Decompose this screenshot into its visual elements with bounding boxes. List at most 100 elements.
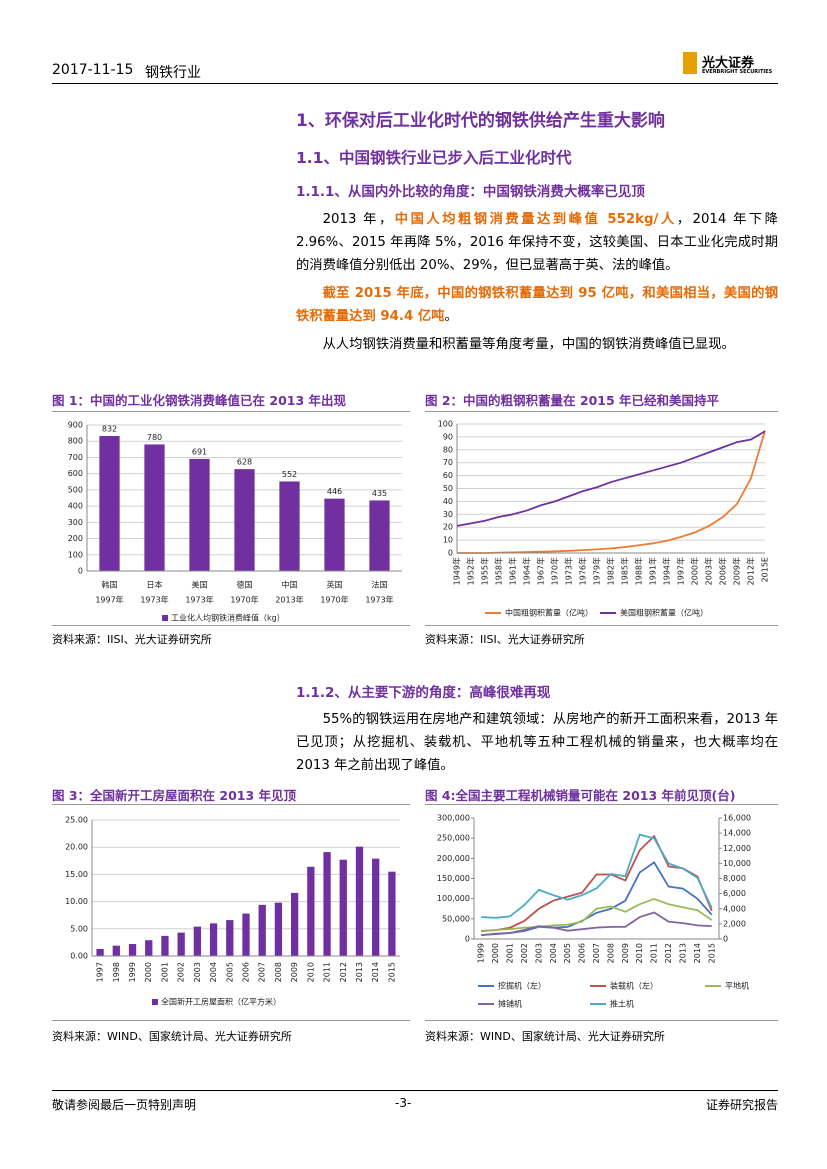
x-tick-label: 1999 xyxy=(128,962,137,982)
source: 资料来源：WIND、国家统计局、光大证券研究所 xyxy=(52,1030,292,1043)
x-tick-label: 2001 xyxy=(506,943,515,963)
y-tick-label: 70 xyxy=(443,458,453,467)
data-label: 780 xyxy=(147,433,162,442)
bar xyxy=(258,904,266,956)
legend-label: 工业化人均钢铁消费峰值（kg） xyxy=(171,613,285,623)
heading-1: 1、环保对后工业化时代的钢铁供给产生重大影响 xyxy=(296,111,665,131)
bar xyxy=(177,932,185,956)
x-tick-label: 韩国 xyxy=(102,580,118,590)
y-tick-label: 20 xyxy=(443,523,453,532)
paragraph: 从人均钢铁消费量和积蓄量等角度考量，中国的钢铁消费峰值已显现。 xyxy=(296,333,778,356)
heading-3: 1.1.1、从国内外比较的角度：中国钢铁消费大概率已见顶 xyxy=(296,184,645,200)
logo-icon xyxy=(683,52,697,74)
x-tick-label: 2002 xyxy=(177,962,186,982)
bar xyxy=(189,458,210,571)
figure-box: 0 10 20 30 40 50 60 70 80 90 100 1949年 1952年 1955年 195… xyxy=(425,411,778,626)
line xyxy=(456,430,766,527)
x-tick-label: 2008 xyxy=(274,962,283,982)
y-tick-label: 100 xyxy=(68,550,83,559)
x-tick-label: 2005 xyxy=(225,962,234,982)
footer-right: 证券研究报告 xyxy=(705,1098,778,1112)
y-tick-label: 5.00 xyxy=(70,924,88,933)
x-tick-label: 2000 xyxy=(144,962,153,982)
chart: 0.00 5.00 10.00 15.00 20.00 25.00 1997 1998 1999… xyxy=(65,816,400,1007)
date: 2017-11-15 xyxy=(52,62,134,78)
legend-label: 挖掘机（左） xyxy=(498,981,546,991)
bar xyxy=(112,945,120,956)
x-tick-label: 2013 xyxy=(678,943,687,963)
y-tick-label: 30 xyxy=(443,510,453,519)
x-tick-label: 1998 xyxy=(112,962,121,982)
y2-tick-label: 16,000 xyxy=(723,814,751,823)
chart: 0 50,000 100,000 150,000 200,000 250,000 300,0… xyxy=(437,814,751,1009)
x-tick-label: 1976年 xyxy=(578,557,588,585)
x-tick-label: 2012 xyxy=(339,962,348,982)
y2-tick-label: 0 xyxy=(723,935,728,944)
source: 资料来源：WIND、国家统计局、光大证券研究所 xyxy=(425,1030,665,1043)
y2-tick-label: 12,000 xyxy=(723,844,751,853)
x-tick-label: 2003年 xyxy=(704,557,714,585)
x-tick-label: 1955年 xyxy=(480,557,490,585)
y-tick-label: 50 xyxy=(443,484,453,493)
x-tick-label: 2009年 xyxy=(732,557,742,585)
x-tick-label: 2006 xyxy=(578,943,587,963)
data-label: 446 xyxy=(327,487,342,496)
bar xyxy=(279,481,300,571)
bar xyxy=(369,500,390,571)
x-tick-label: 2005 xyxy=(563,943,572,963)
y-tick-label: 60 xyxy=(443,471,453,480)
y2-tick-label: 4,000 xyxy=(723,904,746,913)
logo-name: 光大证券 xyxy=(702,56,755,71)
bar xyxy=(324,498,345,571)
legend-label: 中国粗钢积蓄量（亿吨） xyxy=(505,608,593,618)
y-tick-label: 90 xyxy=(443,432,453,441)
paragraph: 2013 年，中国人均粗钢消费量达到峰值 552kg/人，2014 年下降 2.… xyxy=(296,208,778,277)
x-tick-sublabel: 1970年 xyxy=(230,595,258,605)
line xyxy=(481,897,713,933)
x-tick-label: 1964年 xyxy=(522,557,532,585)
bar xyxy=(128,944,137,956)
bar xyxy=(355,846,364,956)
bar xyxy=(339,859,347,956)
line xyxy=(481,833,713,919)
x-tick-label: 1958年 xyxy=(494,557,504,585)
x-tick-sublabel: 2013年 xyxy=(275,595,303,605)
x-tick-label: 2003 xyxy=(193,962,202,982)
legend-label: 美国粗钢积蓄量（亿吨） xyxy=(620,608,708,618)
header-rule xyxy=(52,83,778,84)
x-tick-label: 2004 xyxy=(549,943,558,963)
y2-tick-label: 10,000 xyxy=(723,859,751,868)
bar xyxy=(209,923,218,956)
y-tick-label: 250,000 xyxy=(437,834,470,843)
bar xyxy=(144,444,165,571)
line xyxy=(457,430,766,554)
data-label: 691 xyxy=(192,447,207,456)
x-tick-label: 2009 xyxy=(290,962,299,982)
x-tick-label: 2000 xyxy=(491,943,500,963)
data-label: 832 xyxy=(102,425,117,434)
x-tick-label: 1979年 xyxy=(592,557,602,585)
heading-2: 1.1、中国钢铁行业已步入后工业化时代 xyxy=(296,149,572,167)
x-tick-sublabel: 1973年 xyxy=(365,595,393,605)
x-tick-label: 2000年 xyxy=(690,557,700,585)
y-tick-label: 25.00 xyxy=(65,816,88,825)
legend-label: 摊铺机 xyxy=(498,999,522,1009)
figure-title: 图 2：中国的粗钢积蓄量在 2015 年已经和美国持平 xyxy=(425,393,720,408)
x-tick-label: 2015 xyxy=(387,962,396,982)
x-tick-label: 2011 xyxy=(323,962,332,982)
logo-en: EVERBRIGHT SECURITIES xyxy=(702,69,773,75)
source: 资料来源：IISI、光大证券研究所 xyxy=(52,633,212,646)
x-tick-label: 2006 xyxy=(242,962,251,982)
x-tick-label: 法国 xyxy=(372,580,388,590)
legend-swatch xyxy=(152,999,158,1005)
legend-swatch xyxy=(162,615,168,621)
x-tick-label: 2013 xyxy=(355,962,364,982)
x-tick-label: 1988年 xyxy=(634,557,644,585)
x-tick-label: 1952年 xyxy=(466,557,476,585)
data-label: 628 xyxy=(237,458,252,467)
y-tick-label: 600 xyxy=(68,469,83,478)
source: 资料来源：IISI、光大证券研究所 xyxy=(425,633,585,646)
data-label: 552 xyxy=(282,470,297,479)
x-tick-label: 中国 xyxy=(282,580,298,590)
x-tick-label: 2014 xyxy=(371,962,380,982)
